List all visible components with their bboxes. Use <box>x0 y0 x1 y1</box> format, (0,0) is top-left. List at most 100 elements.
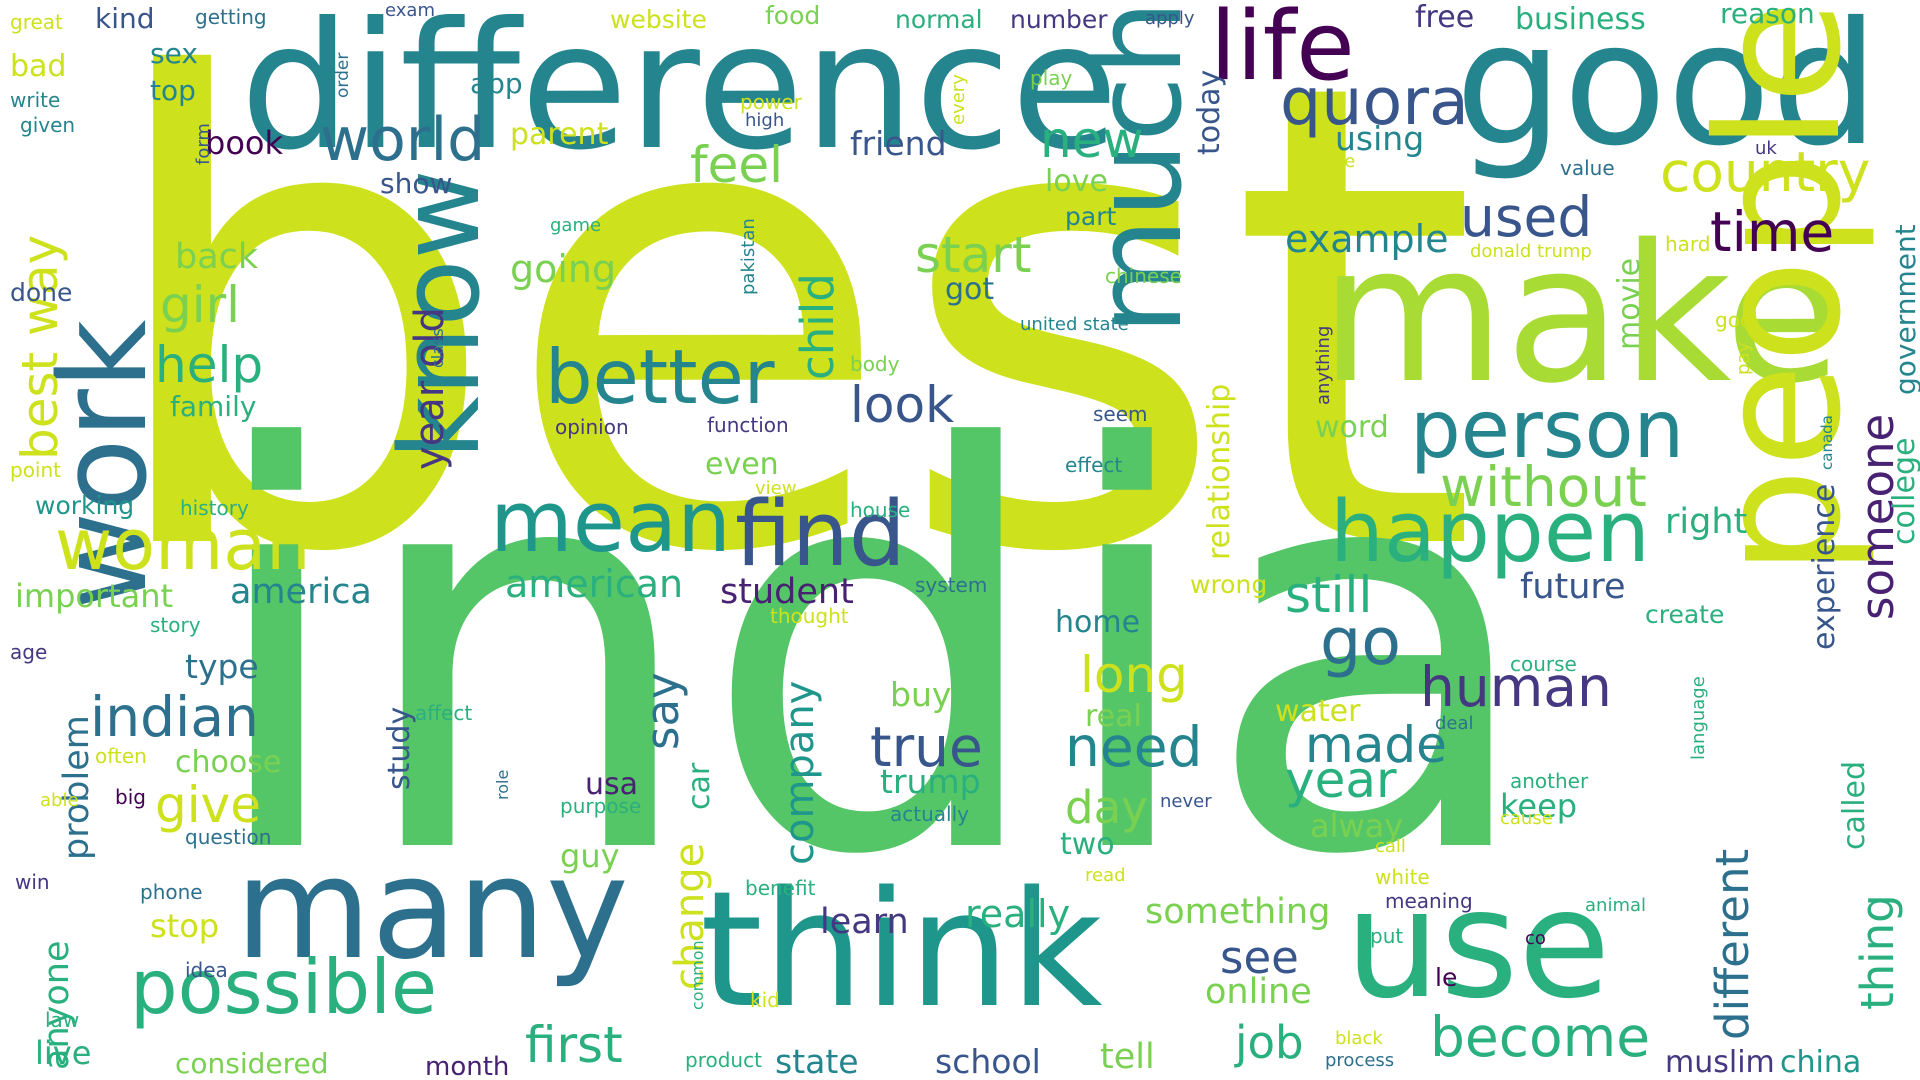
word-without: without <box>1440 455 1647 519</box>
word-normal: normal <box>895 5 983 34</box>
word-food: food <box>765 1 821 30</box>
word-write: write <box>10 88 61 112</box>
word-keep: keep <box>1500 787 1578 825</box>
word-benefit: benefit <box>745 876 816 900</box>
word-number: number <box>1010 5 1108 34</box>
word-made: made <box>1305 716 1447 774</box>
word-believe: believe <box>1290 151 1356 172</box>
word-long: long <box>1080 646 1188 704</box>
word-god: god <box>1715 308 1753 332</box>
word-give: give <box>155 776 261 834</box>
word-new: new <box>1040 111 1144 169</box>
word-story: story <box>150 613 201 637</box>
word-actually: actually <box>890 802 969 826</box>
word-school: school <box>935 1042 1041 1080</box>
word-value: value <box>1560 156 1615 180</box>
word-state: state <box>775 1042 859 1080</box>
word-law: law <box>45 1008 80 1032</box>
word-something: something <box>1145 892 1331 932</box>
word-house: house <box>850 498 911 522</box>
word-find: find <box>735 482 906 587</box>
word-company: company <box>777 680 823 865</box>
word-wrong: wrong <box>1190 570 1268 599</box>
word-american: american <box>505 562 684 606</box>
word-another: another <box>1510 769 1589 793</box>
word-working: working <box>35 491 135 520</box>
word-china: china <box>1780 1045 1862 1080</box>
word-power: power <box>740 90 802 114</box>
word-le: le <box>1435 963 1458 992</box>
word-even: even <box>705 447 779 482</box>
word-business: business <box>1515 2 1646 37</box>
word-see: see <box>1220 931 1299 984</box>
word-united-state: united state <box>1020 314 1129 335</box>
word-read: read <box>1085 865 1126 886</box>
word-true: true <box>870 715 983 779</box>
word-today: today <box>1192 69 1227 155</box>
word-better: better <box>545 333 775 421</box>
word-type: type <box>185 647 259 686</box>
word-top: top <box>150 74 196 107</box>
word-product: product <box>685 1048 762 1072</box>
word-learn: learn <box>820 902 909 942</box>
word-big: big <box>115 785 146 809</box>
word-getting: getting <box>195 5 267 29</box>
word-part: part <box>1065 202 1117 231</box>
word-buy: buy <box>890 675 952 714</box>
word-create: create <box>1645 600 1725 629</box>
word-website: website <box>610 5 707 34</box>
word-phone: phone <box>140 880 203 904</box>
word-college: college <box>1887 437 1920 545</box>
word-donald-trump: donald trump <box>1470 241 1592 262</box>
word-go: go <box>1320 605 1402 680</box>
word-movie: movie <box>1612 257 1647 350</box>
word-girl: girl <box>160 276 241 334</box>
word-role: role <box>493 769 512 800</box>
word-year: year <box>1285 751 1397 809</box>
word-world: world <box>320 105 486 175</box>
word-need: need <box>1065 715 1203 779</box>
word-child: child <box>791 273 844 380</box>
word-got: got <box>945 272 995 307</box>
word-help: help <box>155 336 264 394</box>
word-cause: cause <box>1500 808 1553 829</box>
word-time: time <box>1710 200 1835 264</box>
word-difference: difference <box>240 0 1119 189</box>
word-win: win <box>15 870 50 894</box>
word-pay: pay <box>1733 341 1754 375</box>
word-family: family <box>170 390 257 423</box>
word-first: first <box>525 1016 623 1074</box>
word-choose: choose <box>175 745 282 780</box>
word-really: really <box>965 892 1071 936</box>
word-deal: deal <box>1435 713 1474 734</box>
word-problem: problem <box>57 715 97 860</box>
word-day: day <box>1065 781 1148 834</box>
word-become: become <box>1430 1005 1651 1069</box>
word-uk: uk <box>1755 138 1777 159</box>
word-guy: guy <box>560 837 620 875</box>
word-function: function <box>707 413 789 437</box>
word-play: play <box>1030 66 1073 90</box>
word-free: free <box>1415 0 1475 35</box>
word-still: still <box>1285 566 1373 624</box>
word-future: future <box>1520 567 1626 607</box>
word-indian: indian <box>90 685 259 749</box>
word-real: real <box>1085 699 1142 734</box>
word-two: two <box>1060 827 1115 862</box>
word-experience: experience <box>1807 483 1842 650</box>
word-using: using <box>1335 119 1425 158</box>
word-never: never <box>1160 791 1212 812</box>
word-every: every <box>948 74 969 125</box>
word-used: used <box>1460 185 1593 249</box>
word-considered: considered <box>175 1047 329 1080</box>
word-muslim: muslim <box>1665 1045 1775 1080</box>
word-point: point <box>10 458 62 482</box>
word-usa: usa <box>585 767 639 802</box>
word-study: study <box>382 706 417 790</box>
word-process: process <box>1325 1050 1395 1071</box>
word-white: white <box>1375 865 1430 889</box>
word-government: government <box>1889 224 1920 395</box>
word-anyone: anyone <box>37 940 77 1070</box>
word-relationship: relationship <box>1202 383 1237 560</box>
